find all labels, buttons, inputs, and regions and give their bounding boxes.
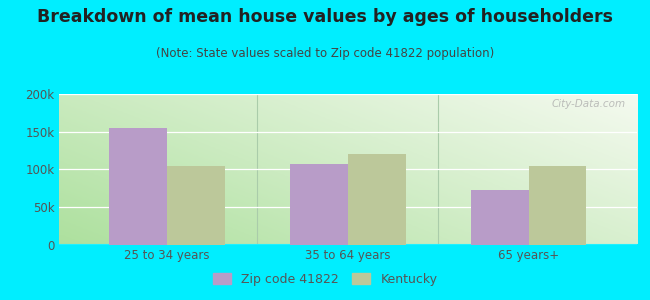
Legend: Zip code 41822, Kentucky: Zip code 41822, Kentucky [207, 268, 443, 291]
Bar [290, 164, 348, 244]
Bar [109, 128, 167, 244]
Bar [348, 154, 406, 244]
Text: Breakdown of mean house values by ages of householders: Breakdown of mean house values by ages o… [37, 8, 613, 26]
Bar [528, 166, 586, 244]
Text: (Note: State values scaled to Zip code 41822 population): (Note: State values scaled to Zip code 4… [156, 46, 494, 59]
Bar [167, 166, 225, 244]
Bar [471, 190, 528, 244]
Text: City-Data.com: City-Data.com [551, 99, 625, 109]
